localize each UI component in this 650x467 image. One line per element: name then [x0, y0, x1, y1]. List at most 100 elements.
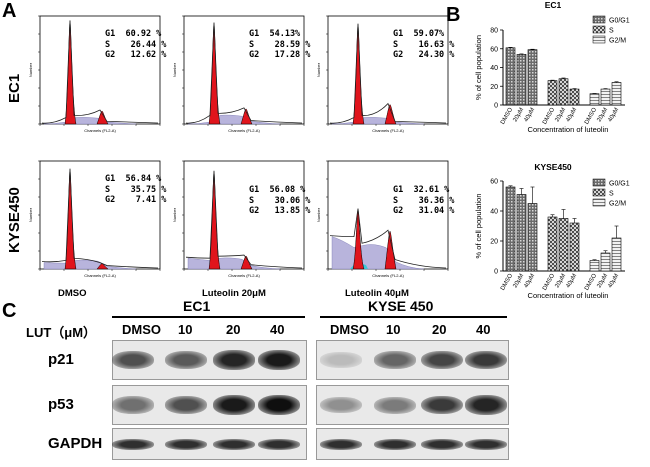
legend-swatch	[592, 178, 606, 187]
legend-label: G2/M	[609, 38, 626, 45]
row-label-ec1: EC1	[6, 73, 23, 103]
blot-band	[213, 350, 255, 370]
blot-band	[112, 438, 154, 450]
panel-label-c: C	[2, 300, 17, 322]
group-underline	[112, 316, 305, 318]
stat-s: S 30.06 %	[249, 195, 311, 206]
histogram-x-label: Channels (FL2-A)	[228, 128, 260, 133]
row-label-kyse450: KYSE450	[6, 187, 23, 253]
y-tick-label: 20	[490, 239, 498, 246]
blot-band	[258, 350, 300, 370]
histogram-panel: Number Channels (FL2-A)	[28, 10, 172, 138]
y-tick-label: 20	[490, 84, 498, 91]
group-label-ec1: EC1	[183, 298, 211, 314]
g2-peak	[240, 108, 253, 125]
blot-strip	[316, 428, 509, 460]
stat-g1: G1 56.84 %	[105, 174, 162, 184]
blot-band	[421, 350, 463, 370]
stat-g1: G1 59.07%	[393, 29, 445, 39]
g2-peak	[240, 255, 253, 270]
s-phase-fill	[43, 117, 137, 125]
histogram-panel: Number Channels (FL2-A)	[316, 155, 460, 283]
bar	[547, 216, 558, 272]
bar	[600, 88, 611, 106]
chart-title: KYSE450	[534, 162, 572, 172]
y-axis-label: % of cell population	[474, 193, 483, 258]
histogram-panel: Number Channels (FL2-A)	[316, 10, 460, 138]
stat-g2: G2 12.62 %	[105, 50, 167, 60]
stat-g2: G2 7.41 %	[105, 195, 167, 205]
histogram-y-label: Number	[172, 62, 177, 77]
blot-band	[465, 438, 507, 450]
stat-g2: G2 31.04 %	[393, 206, 455, 216]
blot-band	[320, 352, 362, 368]
g1-peak	[352, 209, 365, 270]
y-tick-label: 40	[490, 65, 498, 72]
cell-cycle-stats: G1 54.13% S 28.59 % G2 17.28 %	[249, 29, 310, 61]
histogram-y-label: Number	[28, 207, 33, 222]
blot-band	[213, 395, 255, 415]
x-tick-label: DMSO	[584, 107, 598, 126]
cell-cycle-stats: G1 56.84 % S 35.75 % G2 7.41 %	[105, 174, 166, 206]
legend-swatch	[592, 25, 606, 34]
blot-band	[465, 350, 507, 370]
blot-band	[421, 395, 463, 415]
blot-band	[258, 395, 300, 415]
x-tick-label: DMSO	[584, 273, 598, 292]
lane-label: 40	[476, 322, 491, 337]
bar	[611, 82, 622, 106]
histogram-envelope	[185, 170, 303, 269]
histogram-envelope	[41, 20, 159, 124]
blot-band	[374, 396, 416, 414]
bar	[569, 222, 580, 272]
y-tick-label: 0	[494, 103, 498, 110]
legend-swatch	[592, 15, 606, 24]
bar	[527, 49, 538, 106]
s-phase-fill	[187, 114, 281, 125]
lane-label: 10	[386, 322, 401, 337]
blot-band	[320, 396, 362, 414]
caption-dmso: DMSO	[58, 288, 87, 299]
x-tick-label: 40μM	[565, 273, 578, 289]
x-tick-label: 40μM	[523, 273, 536, 289]
caption-luteolin-20: Luteolin 20μM	[202, 288, 266, 299]
histogram-x-label: Channels (FL2-A)	[84, 128, 116, 133]
lane-label: 20	[226, 322, 241, 337]
stat-s: S 36.36 %	[393, 195, 455, 206]
y-tick-label: 0	[494, 269, 498, 276]
x-tick-label: 40μM	[607, 273, 620, 289]
x-tick-label: DMSO	[500, 107, 514, 126]
legend-swatch	[592, 35, 606, 44]
legend-swatch	[592, 188, 606, 197]
histogram-y-label: Number	[28, 62, 33, 77]
histogram-panel: Number Channels (FL2-A)	[172, 10, 316, 138]
blot-strip	[316, 385, 509, 425]
protein-label-gapdh: GAPDH	[48, 435, 103, 452]
y-tick-label: 60	[490, 46, 498, 53]
y-tick-label: 80	[490, 28, 498, 35]
bar	[600, 252, 611, 272]
histogram-y-label: Number	[172, 207, 177, 222]
bar	[558, 218, 569, 272]
s-phase-fill	[187, 257, 281, 270]
lane-label: 20	[432, 322, 447, 337]
legend-label: G2/M	[609, 201, 626, 208]
s-phase-fill	[331, 117, 425, 125]
bar	[505, 186, 516, 272]
stat-g1: G1 54.13%	[249, 29, 301, 39]
y-tick-label: 60	[490, 179, 498, 186]
stat-g2: G2 13.85 %	[249, 206, 311, 216]
legend-label: G0/G1	[609, 18, 630, 25]
x-axis-label: Concentration of luteolin	[528, 291, 609, 300]
histogram-panel: Number Channels (FL2-A)	[28, 155, 172, 283]
g2-peak	[384, 230, 397, 270]
lane-label: DMSO	[122, 322, 161, 337]
group-label-kyse450: KYSE 450	[368, 298, 434, 314]
blot-band	[374, 438, 416, 450]
histogram-x-label: Channels (FL2-A)	[372, 273, 404, 278]
stat-g1: G1 60.92 %	[105, 29, 162, 39]
x-tick-label: 40μM	[565, 107, 578, 123]
bar	[547, 80, 558, 106]
cell-cycle-stats: G1 60.92 % S 26.44 % G2 12.62 %	[105, 29, 166, 61]
